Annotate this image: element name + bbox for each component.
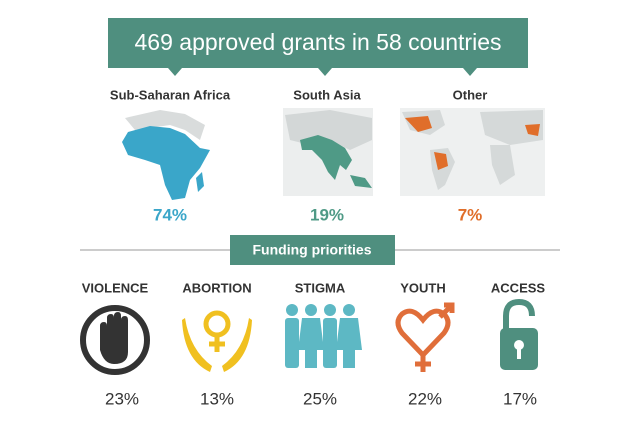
pointer xyxy=(463,68,477,76)
priority-label: YOUTH xyxy=(400,280,446,295)
map-land xyxy=(480,110,543,145)
section-banner xyxy=(230,235,395,265)
male-symbol xyxy=(438,302,455,319)
hand xyxy=(100,312,128,364)
map-highlight xyxy=(300,135,352,180)
shackle xyxy=(503,298,535,330)
map-highlight xyxy=(525,124,540,136)
access-icon xyxy=(500,298,538,370)
violence-icon xyxy=(80,305,150,375)
priority-share: 22% xyxy=(408,389,442,408)
keyhole xyxy=(514,340,524,350)
female-symbol xyxy=(203,310,231,338)
priority-label: STIGMA xyxy=(295,280,346,295)
person-body xyxy=(298,318,324,368)
section-title: Funding priorities xyxy=(253,242,372,258)
hand xyxy=(182,318,212,372)
map-land xyxy=(490,145,515,185)
asia-map xyxy=(283,108,373,196)
priority-share: 23% xyxy=(105,389,139,408)
pointer xyxy=(168,68,182,76)
region-label: South Asia xyxy=(293,87,361,102)
region-share: 7% xyxy=(458,205,483,224)
region-share: 19% xyxy=(310,205,344,224)
map-highlight xyxy=(350,175,372,188)
person-body xyxy=(285,318,299,368)
title: 469 approved grants in 58 countries xyxy=(135,29,502,55)
person-body xyxy=(323,318,337,368)
banner-box xyxy=(108,18,528,68)
abortion-icon xyxy=(182,310,252,372)
title-banner: 469 approved grants in 58 countries xyxy=(108,18,528,76)
keyhole xyxy=(517,347,521,359)
region-label: Sub-Saharan Africa xyxy=(110,87,231,102)
person-head xyxy=(324,304,336,316)
priority-label: ACCESS xyxy=(491,280,546,295)
stigma-icon xyxy=(285,304,362,368)
priority-share: 13% xyxy=(200,389,234,408)
map-highlight xyxy=(196,172,204,192)
priority-share: 17% xyxy=(503,389,537,408)
map-highlight xyxy=(434,152,448,170)
person-head xyxy=(305,304,317,316)
africa-map xyxy=(122,110,210,200)
person-body xyxy=(336,318,362,368)
heart xyxy=(395,308,451,359)
priority-label: VIOLENCE xyxy=(82,280,149,295)
person-head xyxy=(343,304,355,316)
youth-icon xyxy=(395,302,455,372)
priority-label: ABORTION xyxy=(182,280,251,295)
icon-ring xyxy=(80,305,150,375)
region-share: 74% xyxy=(153,205,187,224)
hand xyxy=(222,318,252,372)
world-map xyxy=(400,108,545,196)
map-highlight xyxy=(405,116,432,132)
priority-share: 25% xyxy=(303,389,337,408)
pointer xyxy=(318,68,332,76)
region-label: Other xyxy=(453,87,488,102)
map-highlight xyxy=(122,126,210,200)
map-land xyxy=(125,110,205,140)
person-head xyxy=(286,304,298,316)
